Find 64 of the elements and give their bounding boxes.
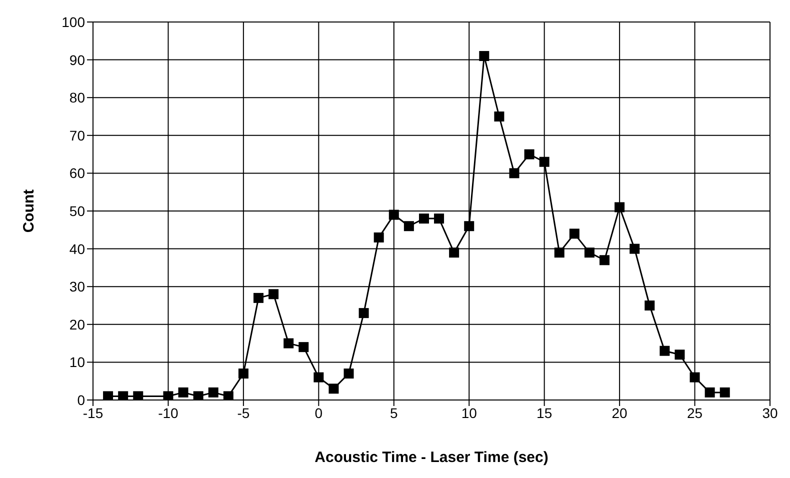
- point: [614, 202, 625, 212]
- x-tick-label: 5: [390, 404, 398, 421]
- point: [524, 149, 534, 160]
- point: [644, 300, 655, 310]
- x-tick-label: -10: [158, 404, 179, 421]
- y-tick-label: 10: [69, 354, 86, 370]
- point: [103, 391, 114, 400]
- point: [208, 387, 218, 398]
- point: [358, 308, 369, 318]
- point: [479, 51, 490, 62]
- point: [374, 232, 384, 242]
- point: [569, 228, 580, 239]
- point: [600, 255, 610, 266]
- point: [344, 368, 354, 379]
- x-axis-title: Acoustic Time - Laser Time (sec): [314, 449, 548, 466]
- point: [449, 248, 460, 258]
- point: [584, 248, 594, 258]
- point: [494, 112, 504, 122]
- x-tick-label: -5: [237, 404, 250, 421]
- point: [193, 391, 204, 400]
- point: [720, 387, 730, 398]
- point: [509, 168, 520, 178]
- point: [464, 221, 474, 232]
- point: [118, 391, 128, 400]
- point: [284, 338, 294, 348]
- point: [539, 156, 550, 167]
- point: [704, 387, 715, 398]
- y-tick-label: 30: [69, 278, 86, 295]
- y-tick-label: 50: [69, 202, 86, 219]
- x-tick-label: 30: [762, 404, 778, 421]
- point: [163, 391, 174, 400]
- x-tick-label: 15: [536, 404, 552, 421]
- point: [404, 221, 414, 232]
- point: [554, 248, 564, 258]
- x-tick-label: 0: [314, 404, 323, 421]
- y-axis-title: Count: [20, 189, 38, 233]
- point: [690, 372, 700, 382]
- x-tick-label: -15: [82, 404, 104, 421]
- point: [314, 372, 324, 382]
- point: [630, 244, 640, 254]
- x-tick-label: 20: [612, 404, 628, 421]
- x-tick-label: 25: [686, 404, 703, 421]
- point: [328, 384, 339, 394]
- point: [298, 342, 309, 352]
- point: [674, 350, 685, 360]
- point: [388, 210, 399, 220]
- point: [133, 391, 144, 400]
- point: [253, 292, 264, 303]
- y-tick-label: 40: [69, 240, 86, 257]
- point: [660, 346, 670, 356]
- y-tick-label: 90: [69, 52, 86, 68]
- x-tick-label: 10: [461, 404, 478, 421]
- y-tick-label: 80: [69, 90, 86, 106]
- y-tick-label: 70: [69, 127, 86, 144]
- point: [434, 214, 444, 224]
- point: [238, 368, 248, 379]
- point: [268, 289, 279, 300]
- y-tick-label: 0: [77, 392, 86, 408]
- point: [223, 391, 234, 400]
- point: [178, 387, 188, 398]
- y-tick-label: 100: [62, 14, 86, 30]
- y-tick-label: 20: [69, 316, 86, 332]
- point: [418, 214, 429, 224]
- y-tick-label: 60: [69, 165, 86, 182]
